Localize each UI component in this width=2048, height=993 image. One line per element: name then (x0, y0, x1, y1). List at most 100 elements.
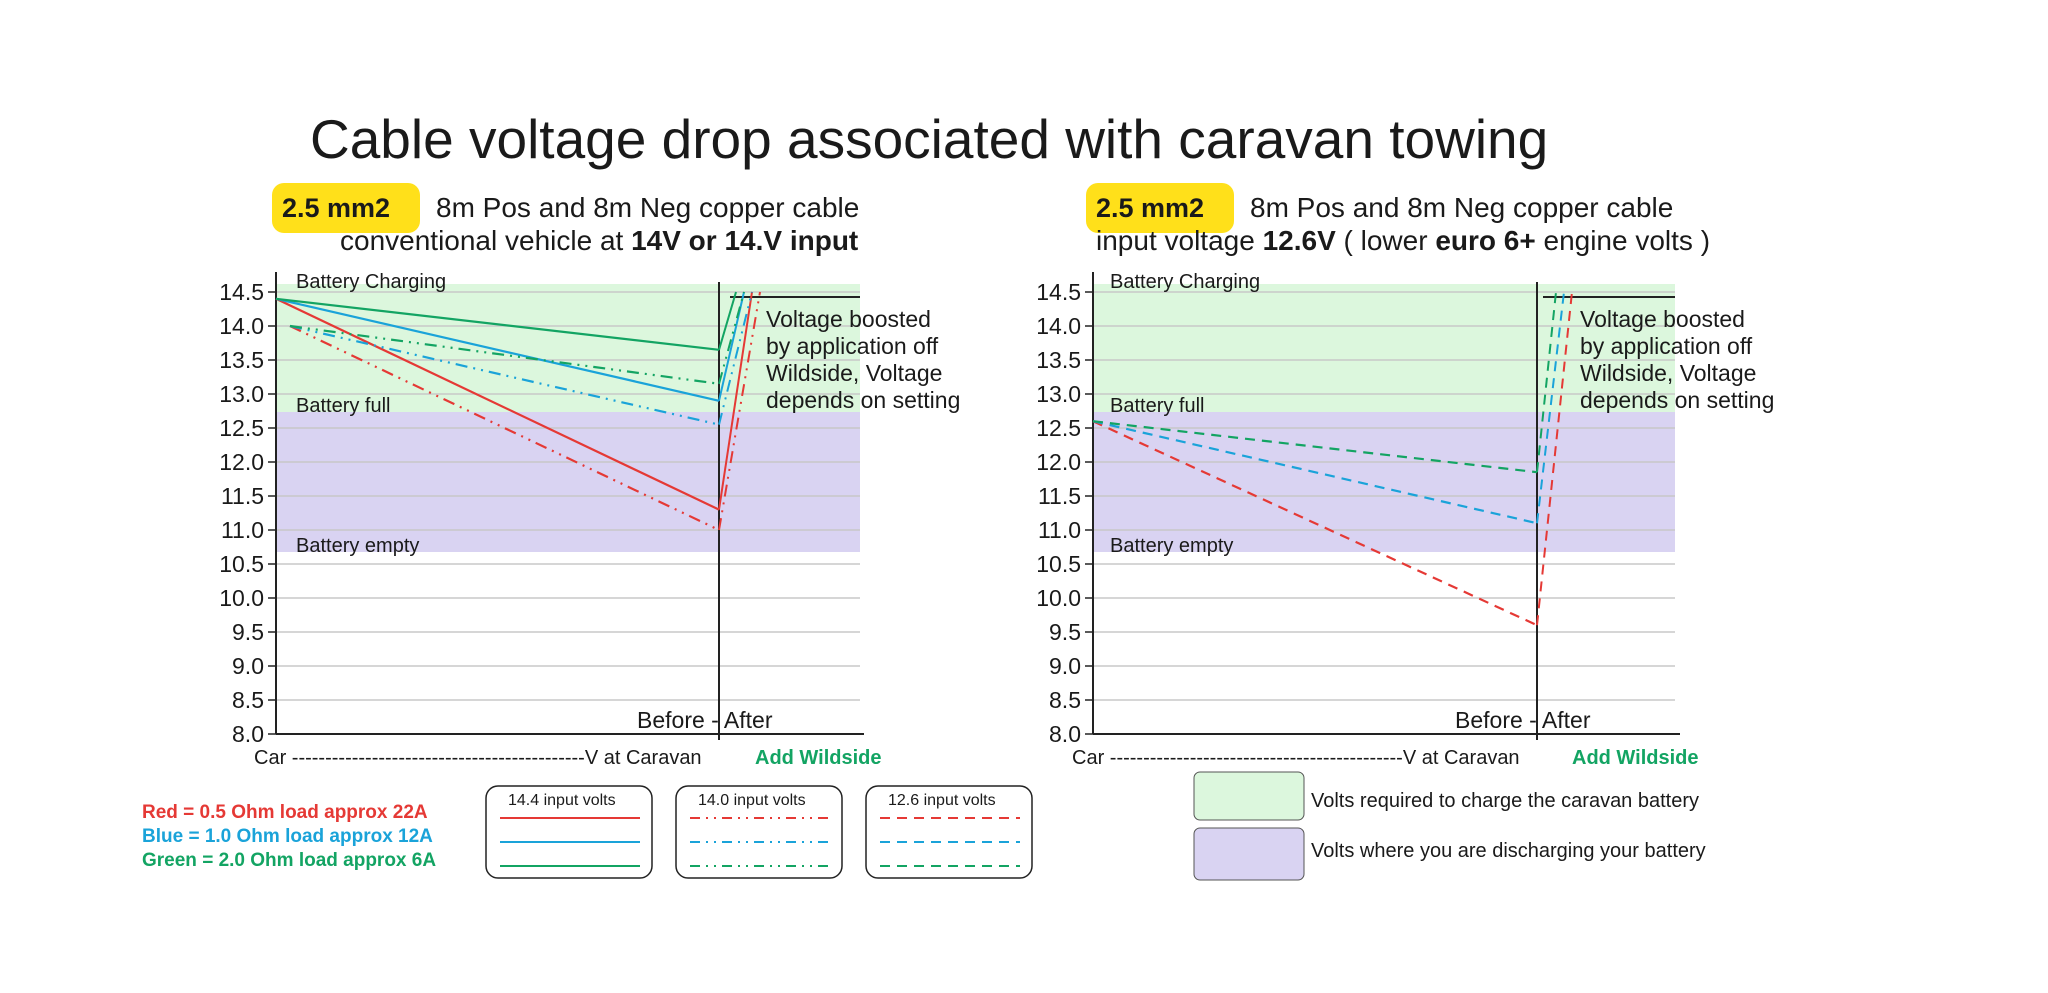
legend-box-frame (485, 785, 653, 879)
y-tick-label: 10.5 (1036, 551, 1081, 577)
subtitle-part: conventional vehicle at (340, 225, 631, 256)
boost-note-line4: depends on setting (766, 387, 960, 413)
series-line-green-solid (275, 297, 720, 351)
boost-line-red-solid (718, 291, 753, 510)
boost-line-green-dashed (1536, 291, 1557, 473)
y-tick-label: 11.5 (1038, 483, 1081, 509)
series-line-blue-solid (275, 297, 720, 402)
y-tick-label: 11.0 (221, 517, 264, 543)
y-tick-label: 10.0 (219, 585, 264, 611)
y-tick-label: 12.0 (1036, 449, 1081, 475)
page-title: Cable voltage drop associated with carav… (310, 108, 1548, 170)
y-tick-label: 9.5 (1049, 619, 1081, 645)
y-tick-label: 14.0 (1036, 313, 1081, 339)
boost-line-blue-dashed (1536, 291, 1565, 524)
zone-label-full: Battery full (1110, 395, 1204, 417)
y-axis-ticks: 14.5 14.0 13.5 13.0 12.5 12.0 11.5 11.0 10.5 10.0… (1036, 279, 1093, 747)
size-badge (1086, 183, 1234, 233)
y-tick-label: 12.5 (1036, 415, 1081, 441)
discharging-zone (1093, 412, 1675, 552)
series-line-red-dashed (1092, 420, 1538, 627)
key-swatch-charge (1193, 771, 1305, 821)
zone-key: Volts required to charge the caravan bat… (1193, 771, 1706, 881)
subtitle-part: input voltage (1096, 225, 1263, 256)
subtitle-part: 12.6V (1263, 225, 1336, 256)
x-axis-caption: Car ------------------------------------… (1072, 747, 1520, 769)
boost-note: Voltage boosted by application off Wilds… (1580, 306, 1774, 413)
y-tick-label: 10.5 (219, 551, 264, 577)
key-text-charge: Volts required to charge the caravan bat… (1311, 790, 1699, 812)
charging-zone (1093, 284, 1675, 412)
legend-box-title: 14.4 input volts (508, 792, 616, 809)
boost-note-line1: Voltage boosted (766, 306, 931, 332)
key-text-discharge: Volts where you are discharging your bat… (1311, 840, 1706, 862)
key-swatch-discharge (1193, 827, 1305, 881)
add-wildside-label: Add Wildside (755, 747, 881, 769)
zone-label-empty: Battery empty (1110, 535, 1233, 557)
boost-note-line2: by application off (766, 333, 939, 359)
y-tick-label: 8.0 (1049, 721, 1081, 747)
boost-note-line3: Wildside, Voltage (766, 360, 942, 386)
legend-red-text: Red = 0.5 Ohm load approx 22A (142, 802, 428, 823)
legend-box-title: 14.0 input volts (698, 792, 806, 809)
y-tick-label: 8.5 (1049, 687, 1081, 713)
boost-line-red-dashed (1536, 291, 1573, 626)
add-wildside-label: Add Wildside (1572, 747, 1698, 769)
zone-label-empty: Battery empty (296, 535, 419, 557)
line-style-legend: 14.4 input volts 14.0 input volts 12.6 i… (485, 785, 1033, 879)
chart-subtitle-line2: conventional vehicle at 14V or 14.V inpu… (340, 225, 858, 256)
y-tick-label: 14.5 (219, 279, 264, 305)
y-tick-label: 12.5 (219, 415, 264, 441)
y-tick-label: 14.5 (1036, 279, 1081, 305)
chart-subtitle-line1: 8m Pos and 8m Neg copper cable (436, 192, 859, 223)
charging-zone (276, 284, 860, 412)
chart-12v6-input: 2.5 mm2 8m Pos and 8m Neg copper cable i… (1036, 183, 1774, 769)
y-tick-label: 8.5 (232, 687, 264, 713)
size-badge (272, 183, 420, 233)
series-line-blue-dashed (1092, 420, 1538, 525)
series-lines (1092, 291, 1573, 627)
legend-box-12v6: 12.6 input volts (865, 785, 1033, 879)
y-tick-label: 9.0 (232, 653, 264, 679)
boost-note-line2: by application off (1580, 333, 1753, 359)
boost-note-line4: depends on setting (1580, 387, 1774, 413)
legend-box-title: 12.6 input volts (888, 792, 996, 809)
zone-label-full: Battery full (296, 395, 390, 417)
size-badge-text: 2.5 mm2 (1096, 193, 1204, 223)
boost-line-green-dashdot (718, 291, 745, 385)
subtitle-part: euro 6+ (1435, 225, 1535, 256)
legend-box-14v4: 14.4 input volts (485, 785, 653, 879)
y-tick-label: 13.5 (1036, 347, 1081, 373)
legend-blue-text: Blue = 1.0 Ohm load approx 12A (142, 826, 433, 847)
y-axis-ticks: 14.5 14.0 13.5 13.0 12.5 12.0 11.5 11.0 10.5 10.0… (219, 279, 276, 747)
y-tick-label: 14.0 (219, 313, 264, 339)
chart-subtitle-line1: 8m Pos and 8m Neg copper cable (1250, 192, 1673, 223)
boost-line-green-solid (718, 291, 737, 351)
legend-box-frame (865, 785, 1033, 879)
color-legend: Red = 0.5 Ohm load approx 22A Blue = 1.0… (142, 802, 436, 871)
subtitle-part: ( lower (1336, 225, 1436, 256)
zone-label-charging: Battery Charging (1110, 271, 1260, 293)
y-tick-label: 9.5 (232, 619, 264, 645)
series-line-blue-dashdot (289, 324, 720, 426)
y-tick-label: 9.0 (1049, 653, 1081, 679)
legend-green-text: Green = 2.0 Ohm load approx 6A (142, 850, 436, 871)
y-tick-label: 11.5 (221, 483, 264, 509)
chart-subtitle-line2: input voltage 12.6V ( lower euro 6+ engi… (1096, 225, 1710, 256)
y-tick-label: 13.0 (219, 381, 264, 407)
grid-lines (276, 291, 860, 701)
y-tick-label: 8.0 (232, 721, 264, 747)
boost-line-blue-dashdot (718, 291, 753, 425)
boost-note-line3: Wildside, Voltage (1580, 360, 1756, 386)
series-line-red-dashdot (289, 325, 720, 531)
y-tick-label: 13.0 (1036, 381, 1081, 407)
y-tick-label: 10.0 (1036, 585, 1081, 611)
chart-14v-input: 2.5 mm2 8m Pos and 8m Neg copper cable c… (219, 183, 960, 769)
y-tick-label: 12.0 (219, 449, 264, 475)
series-line-green-dashed (1092, 420, 1538, 474)
zone-label-charging: Battery Charging (296, 271, 446, 293)
before-after-label: Before - After (1455, 707, 1591, 733)
grid-lines (1093, 291, 1675, 701)
subtitle-part: engine volts ) (1536, 225, 1710, 256)
